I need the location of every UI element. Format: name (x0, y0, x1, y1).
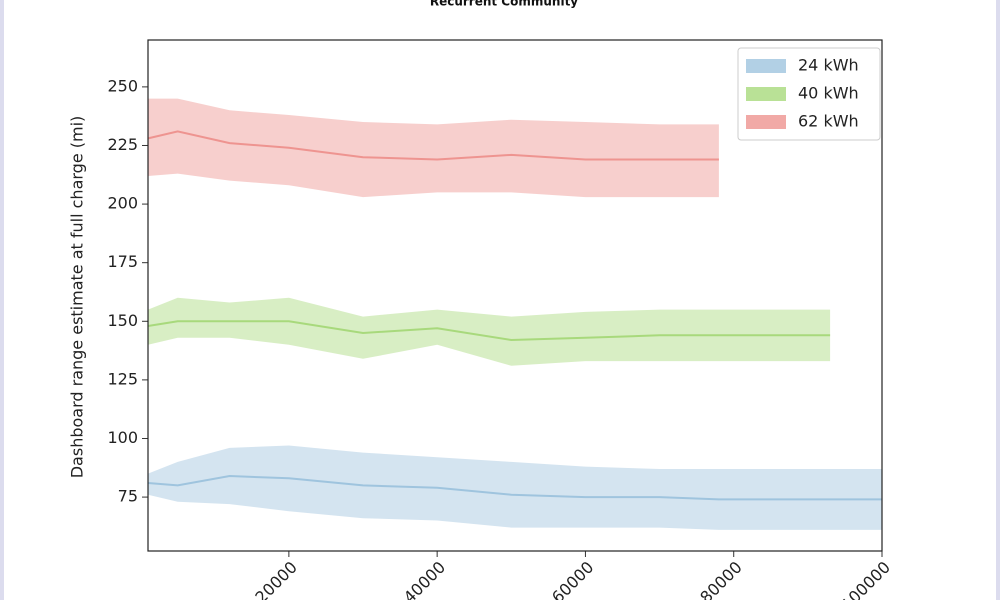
x-tick-label: 20000 (251, 558, 300, 600)
y-tick-label: 175 (107, 252, 138, 271)
legend-swatch (746, 59, 786, 73)
x-tick-label: 100000 (837, 558, 894, 600)
band (148, 98, 719, 198)
legend-label: 62 kWh (798, 112, 859, 131)
mean-line (147, 320, 831, 342)
y-tick-label: 200 (107, 194, 138, 213)
y-tick-label: 75 (118, 487, 138, 506)
plot-frame (147, 39, 883, 552)
y-tick-label: 150 (107, 311, 138, 330)
y-tick-label: 100 (107, 428, 138, 447)
x-tick-label: 60000 (548, 558, 597, 600)
band (148, 445, 882, 530)
y-tick-label: 225 (107, 135, 138, 154)
y-axis-label: Dashboard range estimate at full charge … (68, 116, 87, 479)
band (148, 297, 831, 366)
legend-label: 40 kWh (798, 84, 859, 103)
legend-label: 24 kWh (798, 56, 859, 75)
legend-swatch (746, 87, 786, 101)
x-tick-label: 40000 (400, 558, 449, 600)
y-tick-label: 250 (107, 76, 138, 95)
mean-line (147, 130, 719, 161)
x-tick-label: 80000 (696, 558, 745, 600)
legend-swatch (746, 115, 786, 129)
mean-line (147, 474, 882, 501)
chart-title: Recurrent Community (430, 0, 578, 9)
y-tick-label: 125 (107, 369, 138, 388)
